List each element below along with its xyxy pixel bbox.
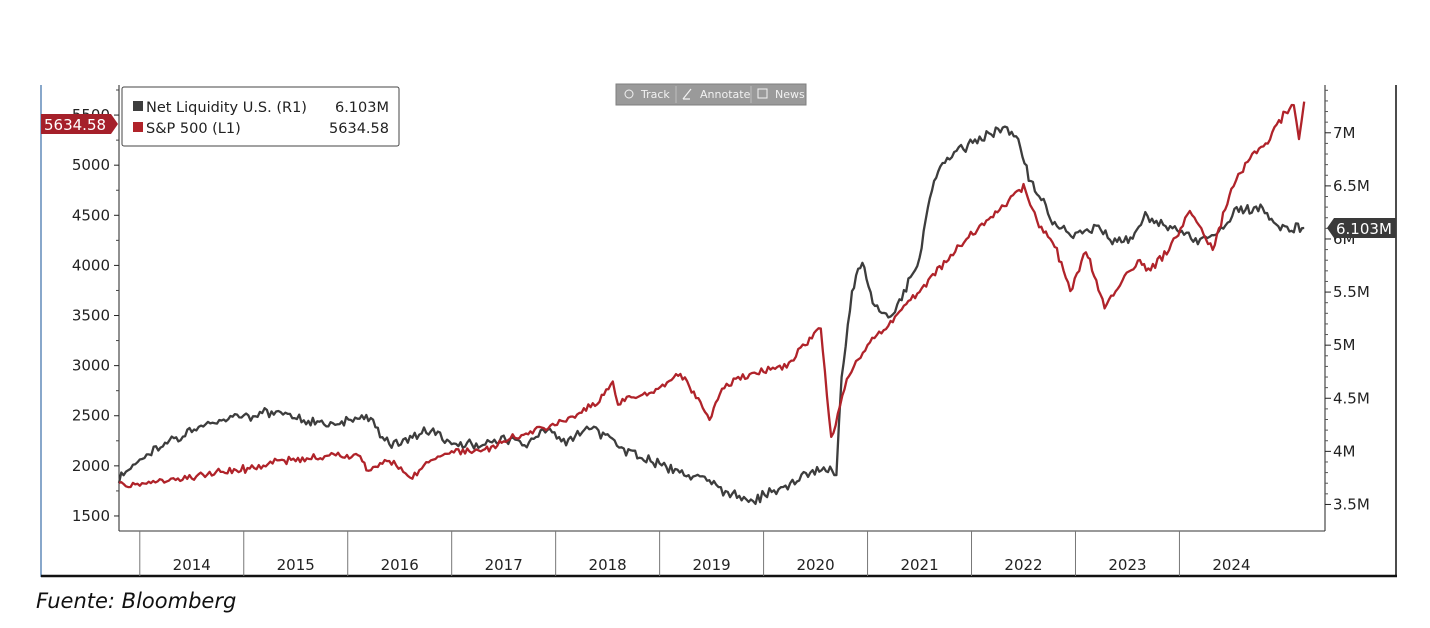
legend-liquidity-name: Net Liquidity U.S. (R1) (146, 100, 307, 116)
x-tick-label: 2021 (900, 556, 938, 574)
x-tick-label: 2024 (1212, 556, 1250, 574)
left-tick-label: 4500 (72, 206, 110, 224)
legend: Net Liquidity U.S. (R1) 6.103M S&P 500 (… (121, 86, 400, 147)
right-tick-label: 3.5M (1333, 495, 1370, 513)
news-button[interactable]: News (757, 88, 805, 101)
track-label: Track (640, 88, 670, 101)
track-button[interactable]: Track (624, 88, 670, 101)
pencil-icon (682, 88, 692, 100)
x-tick-label: 2017 (485, 556, 523, 574)
x-tick-label: 2016 (381, 556, 419, 574)
news-label: News (775, 88, 805, 101)
series-sp500 (118, 101, 1306, 489)
left-flag-text: 5634.58 (44, 116, 106, 134)
legend-swatch-liquidity (133, 101, 143, 111)
crosshair-icon (624, 89, 634, 99)
chart-frame (40, 85, 1397, 578)
right-tick-label: 7M (1333, 124, 1356, 142)
left-tick-label: 2000 (72, 457, 110, 475)
annotate-button[interactable]: Annotate (682, 88, 751, 101)
left-tick-label: 1500 (72, 507, 110, 525)
legend-spx-value: 5634.58 (329, 121, 389, 137)
x-tick-label: 2023 (1108, 556, 1146, 574)
left-tick-label: 3500 (72, 307, 110, 325)
right-tick-label: 4M (1333, 442, 1356, 460)
x-tick-label: 2020 (796, 556, 834, 574)
series-line (118, 101, 1306, 489)
left-tick-label: 4000 (72, 256, 110, 274)
right-tick-label: 4.5M (1333, 389, 1370, 407)
source-caption: Fuente: Bloomberg (36, 589, 237, 613)
x-tick-label: 2019 (693, 556, 731, 574)
x-axis: 2014 2015 2016 2017 2018 2019 2020 2021 2022 2023… (139, 531, 1251, 576)
right-flag-text: 6.103M (1336, 220, 1392, 238)
left-tick-label: 2500 (72, 407, 110, 425)
left-axis: 150020002500300035004000450050005500 (72, 89, 119, 525)
series-line (117, 125, 1305, 506)
right-value-flag: 6.103M (1327, 218, 1396, 238)
news-icon (757, 88, 768, 99)
left-tick-label: 5000 (72, 156, 110, 174)
right-tick-label: 5.5M (1333, 283, 1370, 301)
legend-liquidity-value: 6.103M (335, 100, 389, 116)
x-tick-label: 2022 (1004, 556, 1042, 574)
series-net-liquidity (117, 125, 1305, 506)
left-value-flag: 5634.58 (41, 114, 118, 134)
right-tick-label: 5M (1333, 336, 1356, 354)
x-tick-label: 2018 (589, 556, 627, 574)
legend-spx-name: S&P 500 (L1) (146, 121, 241, 137)
x-tick-label: 2015 (277, 556, 315, 574)
left-tick-label: 3000 (72, 357, 110, 375)
annotate-label: Annotate (700, 88, 751, 101)
legend-swatch-spx (133, 122, 143, 132)
chart-toolbar: Track Annotate News (615, 83, 807, 106)
x-tick-label: 2014 (173, 556, 211, 574)
right-tick-label: 6.5M (1333, 177, 1370, 195)
